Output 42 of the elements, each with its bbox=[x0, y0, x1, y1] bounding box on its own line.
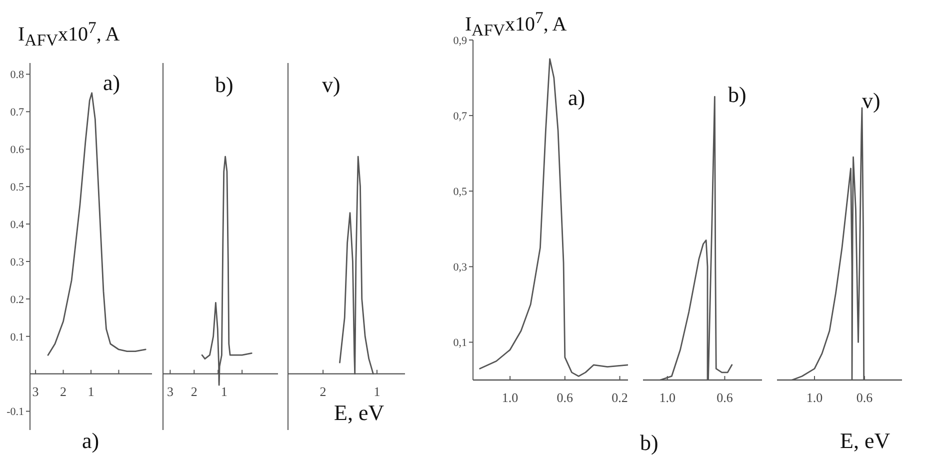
y-tick-label: 0,1 bbox=[453, 337, 467, 350]
x-tick-label: 0.6 bbox=[716, 390, 734, 405]
y-tick-label: 0,7 bbox=[453, 110, 468, 122]
y-tick-label: -0.1 bbox=[6, 406, 24, 418]
y-axis-title: I$_{AFV}$x10$^{7}$, A bbox=[18, 18, 120, 51]
annotation: a) bbox=[82, 428, 100, 454]
x-tick-label: 2 bbox=[190, 384, 198, 399]
y-tick-label: 0.6 bbox=[10, 144, 24, 156]
chart-title: b) bbox=[215, 72, 234, 98]
text: a) bbox=[568, 85, 586, 111]
x-tick-label: 3 bbox=[32, 384, 39, 399]
x-tick-label: 2 bbox=[60, 384, 67, 399]
x-tick-label: 0.2 bbox=[612, 390, 628, 405]
x-axis-title: E, eV bbox=[840, 428, 890, 454]
y-axis-title: I$_{AFV}$x10$^{7}$, A bbox=[465, 8, 567, 40]
y-tick-label: 0,5 bbox=[453, 186, 468, 198]
y-tick-label: 0,9 bbox=[453, 34, 468, 47]
x-axis-title: E, eV bbox=[334, 400, 384, 426]
x-tick-label: 0.6 bbox=[556, 390, 574, 405]
y-tick-label: 0.5 bbox=[10, 181, 24, 194]
text: b) bbox=[728, 82, 746, 108]
y-tick-label: 0.3 bbox=[10, 256, 24, 268]
line-series bbox=[479, 58, 628, 377]
text: v) bbox=[862, 88, 880, 114]
x-tick-label: 1.0 bbox=[502, 390, 518, 405]
y-tick-label: 0.4 bbox=[10, 218, 24, 231]
y-tick-label: 0.2 bbox=[10, 294, 24, 306]
y-tick-label: 0.1 bbox=[10, 331, 24, 344]
x-tick-label: 2 bbox=[320, 384, 326, 399]
x-tick-label: 1 bbox=[220, 384, 228, 399]
x-tick-label: 1 bbox=[88, 384, 94, 399]
text: b) bbox=[640, 430, 658, 456]
x-tick-label: 1.0 bbox=[806, 390, 823, 405]
x-tick-label: 1.0 bbox=[659, 390, 676, 405]
chart-title: a) bbox=[103, 70, 120, 96]
y-tick-label: 0.7 bbox=[10, 106, 24, 119]
x-tick-label: 3 bbox=[166, 384, 174, 399]
y-tick-label: 0,3 bbox=[453, 262, 468, 274]
y-tick-label: 0.8 bbox=[10, 69, 24, 82]
x-tick-label: 0.6 bbox=[856, 390, 874, 405]
x-tick-label: 1 bbox=[374, 384, 380, 399]
chart-title: v) bbox=[322, 72, 340, 98]
